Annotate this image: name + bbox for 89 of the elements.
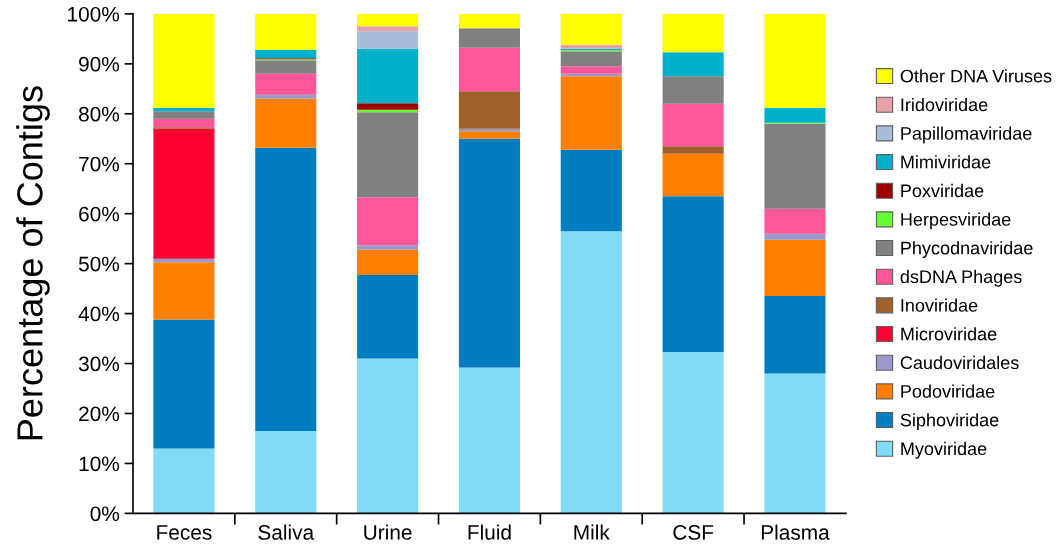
bar	[560, 66, 622, 74]
bar	[255, 60, 317, 74]
bar	[764, 373, 826, 514]
legend-label: Other DNA Viruses	[900, 69, 1052, 83]
legend-label: Caudoviridales	[900, 355, 1019, 370]
bar	[764, 296, 826, 374]
bar	[662, 153, 724, 197]
bar	[458, 131, 520, 139]
bar	[458, 47, 520, 92]
legend-label: Microviridae	[901, 327, 997, 341]
y-tick-label: 100%	[68, 6, 120, 22]
legend-label: Papillomaviridae	[901, 126, 1032, 144]
bar	[255, 49, 317, 59]
bar	[153, 118, 215, 128]
bar	[255, 98, 317, 148]
bar	[662, 103, 724, 147]
bar	[458, 91, 520, 129]
x-tick-label: Plasma	[761, 524, 830, 540]
bar	[764, 123, 826, 209]
y-tick-label: 0%	[90, 506, 120, 522]
bar	[764, 233, 826, 240]
bar	[662, 76, 724, 104]
bar	[153, 128, 215, 259]
y-axis-title: Percentage of Contigs	[16, 86, 50, 440]
bar	[458, 138, 520, 368]
y-tick-label: 60%	[79, 206, 120, 222]
bar	[357, 48, 419, 104]
x-tick-label: CSF	[673, 525, 714, 540]
y-tick-label: 20%	[79, 406, 120, 422]
bar	[153, 448, 215, 514]
bar	[357, 245, 419, 250]
bar	[357, 197, 419, 246]
y-tick-label: 40%	[78, 306, 120, 322]
bar	[153, 111, 215, 119]
bar	[662, 352, 724, 514]
bar	[662, 146, 724, 154]
bar	[560, 51, 622, 67]
y-tick-label: 10%	[79, 456, 120, 472]
legend-label: Iridoviridae	[901, 97, 988, 112]
bar	[357, 13, 419, 27]
legend-label: Inoviridae	[901, 298, 978, 312]
bar	[153, 13, 215, 108]
x-tick-label: Saliva	[258, 524, 315, 540]
bar	[458, 367, 520, 514]
bar	[255, 73, 317, 95]
x-tick-label: Milk	[574, 524, 610, 540]
bar	[255, 147, 317, 431]
y-tick-label: 90%	[79, 56, 120, 72]
bar	[560, 44, 622, 49]
bar	[560, 231, 622, 514]
y-tick-label: 70%	[79, 156, 120, 172]
bar	[357, 358, 419, 514]
y-tick-label: 30%	[78, 356, 120, 372]
bar	[764, 239, 826, 297]
bar	[560, 76, 622, 150]
bar	[662, 52, 724, 77]
y-tick-label: 80%	[79, 106, 120, 122]
bar	[357, 31, 419, 49]
bar	[458, 28, 520, 48]
x-tick-label: Fluid	[468, 524, 511, 540]
y-tick-label: 50%	[78, 256, 120, 272]
bar	[764, 13, 826, 108]
x-tick-label: Feces	[157, 525, 212, 540]
bar	[560, 149, 622, 232]
bar	[357, 275, 419, 359]
bar	[153, 262, 215, 320]
legend-label: Phycodnaviridae	[901, 241, 1033, 259]
x-tick-label: Urine	[364, 524, 412, 540]
legend-label: Mimiviridae	[901, 155, 991, 169]
bar	[357, 103, 419, 110]
bar	[153, 319, 215, 449]
bar	[662, 13, 724, 53]
bar	[357, 112, 419, 198]
bar	[764, 208, 826, 234]
legend-label: dsDNA Phages	[900, 269, 1022, 287]
bar	[255, 430, 317, 514]
bar	[255, 13, 317, 50]
bar	[662, 196, 724, 353]
bar	[458, 13, 520, 29]
bar	[560, 13, 622, 45]
legend-label: Podoviridae	[901, 384, 995, 398]
bar	[357, 26, 419, 32]
legend-label: Myoviridae	[901, 441, 987, 459]
legend-label: Poxviridae	[901, 183, 984, 198]
legend-label: Herpesviridae	[901, 212, 1011, 230]
bar	[764, 107, 826, 123]
legend-label: Siphoviridae	[900, 413, 999, 431]
bar	[255, 94, 317, 99]
bar	[357, 249, 419, 276]
